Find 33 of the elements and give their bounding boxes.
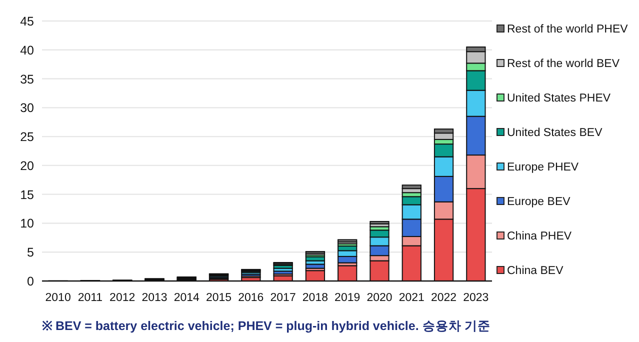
legend-label: China BEV	[507, 265, 564, 277]
x-tick-label: 2010	[45, 292, 71, 304]
y-tick-label: 30	[20, 101, 34, 116]
y-tick-label: 5	[27, 246, 34, 260]
x-tick-label: 2011	[78, 292, 103, 304]
legend-label: Europe BEV	[507, 196, 571, 208]
text: ※ BEV = battery electric vehicle; PHEV = plug-in hybrid vehicle. 승용차 기준	[42, 319, 491, 333]
x-tick-label: 2021	[398, 292, 424, 304]
y-tick-label: 40	[20, 43, 34, 58]
x-tick-label: 2014	[174, 292, 200, 304]
y-tick-label: 45	[20, 14, 34, 28]
y-tick-label: 25	[20, 130, 34, 144]
x-tick-label: 2018	[302, 292, 328, 304]
legend-label: China PHEV	[507, 230, 572, 242]
y-tick-label: 20	[20, 158, 34, 173]
x-tick-label: 2022	[430, 292, 457, 304]
y-tick-label: 0	[27, 274, 34, 288]
x-tick-label: 2015	[206, 292, 232, 304]
legend-label: United States BEV	[507, 127, 603, 139]
legend-label: Rest of the world BEV	[507, 58, 620, 70]
x-tick-label: 2023	[463, 292, 489, 304]
legend-label: Rest of the world PHEV	[507, 24, 628, 36]
legend-label: Europe PHEV	[507, 162, 579, 174]
y-tick-label: 15	[20, 188, 34, 202]
x-tick-label: 2013	[142, 292, 168, 304]
legend-label: United States PHEV	[507, 92, 611, 104]
x-tick-label: 2016	[238, 292, 264, 304]
y-tick-label: 10	[20, 216, 34, 231]
x-tick-label: 2020	[366, 292, 392, 304]
x-tick-label: 2019	[334, 292, 360, 304]
x-tick-label: 2017	[270, 292, 296, 304]
x-tick-label: 2012	[110, 292, 136, 304]
y-tick-label: 35	[20, 72, 34, 86]
